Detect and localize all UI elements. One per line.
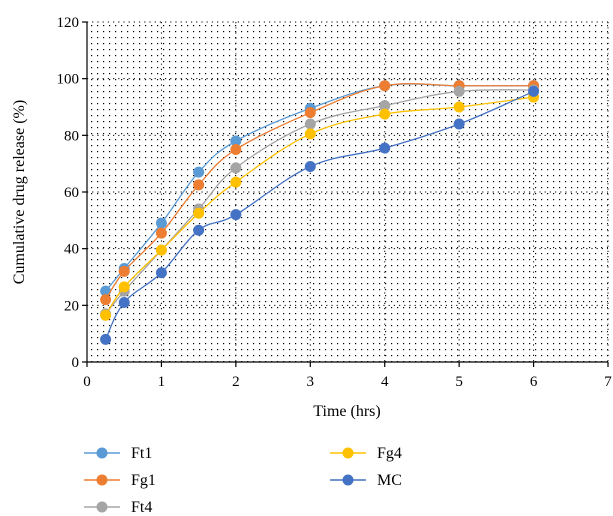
data-point-fg4 — [118, 281, 130, 293]
series-mc — [100, 85, 540, 345]
data-point-fg1 — [193, 179, 205, 191]
legend-label-mc: MC — [377, 472, 402, 489]
data-point-mc — [230, 209, 242, 221]
series-line-fg1 — [105, 82, 534, 301]
legend-label-ft4: Ft4 — [131, 499, 152, 516]
data-point-mc — [100, 333, 112, 345]
legend: Ft1 Fg1 Ft4 Fg4 MC — [84, 445, 402, 516]
y-axis-title: Cumulative drug release (%) — [11, 100, 28, 284]
y-tick-label: 80 — [64, 128, 79, 144]
y-tick-label: 0 — [72, 355, 80, 371]
series-line-ft4 — [105, 89, 534, 315]
series-line-mc — [105, 90, 534, 340]
data-point-ft1 — [193, 166, 205, 178]
legend-item-ft4: Ft4 — [84, 499, 152, 516]
data-point-mc — [118, 297, 130, 308]
x-axis-title: Time (hrs) — [313, 403, 380, 420]
x-tick-label: 0 — [83, 374, 91, 390]
x-tick-label: 3 — [307, 374, 315, 390]
legend-item-fg4: Fg4 — [330, 445, 402, 462]
axes — [82, 21, 609, 367]
y-tick-label: 100 — [57, 72, 80, 88]
legend-marker-mc — [342, 474, 354, 486]
data-point-fg1 — [100, 294, 112, 306]
legend-item-mc: MC — [330, 472, 402, 489]
legend-label-fg1: Fg1 — [131, 472, 156, 489]
data-point-mc — [379, 142, 391, 154]
y-tick-label: 20 — [64, 298, 79, 314]
x-tick-label: 6 — [530, 374, 538, 390]
x-tick-label: 5 — [455, 374, 463, 390]
data-point-fg1 — [304, 107, 316, 119]
legend-label-ft1: Ft1 — [131, 445, 152, 462]
data-point-ft4 — [453, 85, 465, 97]
data-point-fg4 — [193, 207, 205, 219]
data-point-mc — [304, 161, 316, 172]
series-line-fg4 — [105, 96, 534, 316]
data-point-ft1 — [230, 135, 242, 147]
data-point-fg1 — [379, 80, 391, 92]
data-point-mc — [528, 85, 540, 97]
data-point-fg4 — [155, 244, 167, 256]
data-point-fg4 — [100, 309, 112, 321]
tick-labels: 0 20 40 60 80 100 120 0 1 2 3 4 5 6 7 — [57, 15, 613, 390]
data-point-fg1 — [230, 144, 242, 155]
x-tick-label: 1 — [158, 374, 166, 390]
y-tick-label: 120 — [57, 15, 80, 31]
legend-marker-fg1 — [96, 474, 108, 486]
data-point-ft1 — [155, 217, 167, 229]
data-point-fg4 — [230, 176, 242, 188]
data-point-ft4 — [230, 162, 242, 174]
legend-marker-fg4 — [342, 447, 354, 459]
legend-marker-ft4 — [96, 501, 108, 513]
x-tick-label: 2 — [232, 374, 240, 390]
data-point-mc — [155, 267, 167, 279]
data-point-fg1 — [155, 227, 167, 239]
data-point-fg1 — [118, 265, 130, 277]
series-fg4 — [100, 91, 540, 321]
data-point-fg4 — [453, 101, 465, 113]
y-tick-label: 40 — [64, 242, 79, 258]
legend-marker-ft1 — [96, 447, 108, 459]
series-lines — [100, 80, 540, 345]
data-point-mc — [453, 118, 465, 130]
series-fg1 — [100, 80, 540, 306]
y-tick-label: 60 — [64, 185, 79, 201]
data-point-ft4 — [304, 118, 316, 130]
legend-item-fg1: Fg1 — [84, 472, 156, 489]
data-point-fg4 — [379, 108, 391, 120]
x-tick-label: 7 — [604, 374, 612, 390]
legend-item-ft1: Ft1 — [84, 445, 152, 462]
x-tick-label: 4 — [381, 374, 389, 390]
gridlines — [87, 21, 609, 362]
legend-label-fg4: Fg4 — [377, 445, 402, 462]
data-point-fg4 — [304, 128, 316, 140]
data-point-ft4 — [379, 100, 391, 112]
data-point-mc — [193, 224, 205, 236]
